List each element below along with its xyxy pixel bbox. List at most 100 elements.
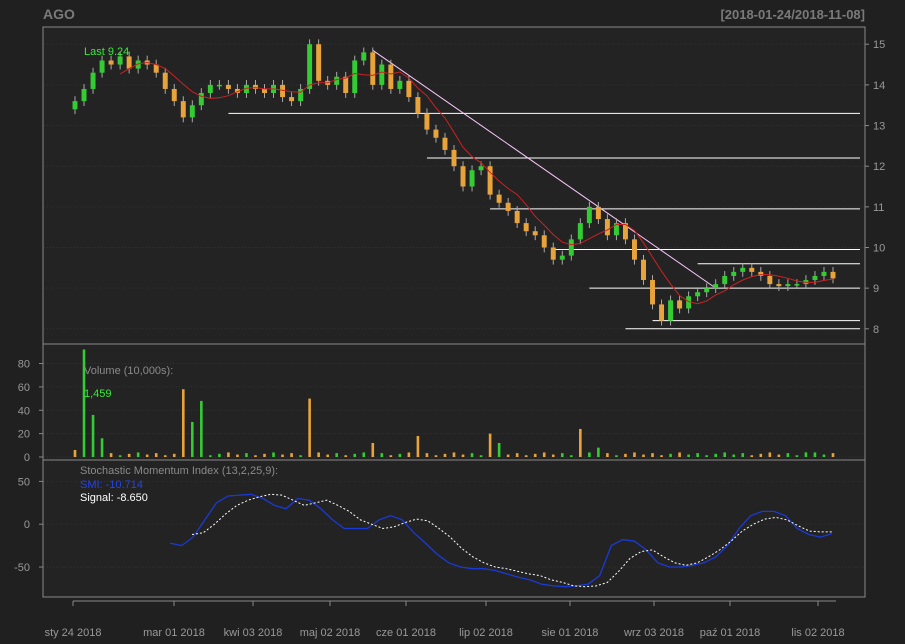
- support-resistance-lines: [228, 112, 860, 330]
- volume-y-tick-label: 20: [18, 429, 30, 441]
- candle: [451, 149, 457, 167]
- candle: [559, 255, 565, 260]
- candle: [713, 284, 719, 289]
- signal-value: Signal: -8.650: [80, 492, 148, 504]
- volume-bar: [200, 400, 203, 457]
- candle: [135, 60, 141, 69]
- volume-bar: [109, 453, 113, 457]
- volume-last-value: 1,459: [84, 388, 112, 400]
- x-tick-label: cze 01 2018: [376, 627, 436, 639]
- smi-y-axis: -50 0 50: [14, 476, 43, 574]
- volume-bar: [606, 453, 609, 457]
- x-tick-label: sie 01 2018: [542, 627, 599, 639]
- volume-bar: [506, 454, 510, 457]
- volume-bar: [551, 454, 555, 457]
- candle: [776, 284, 782, 287]
- candle: [740, 267, 746, 272]
- price-y-tick-label: 13: [873, 121, 885, 133]
- volume-bar: [678, 452, 681, 457]
- candle: [334, 76, 340, 85]
- volume-bar: [91, 414, 95, 457]
- candlesticks: [72, 39, 836, 326]
- volume-bars: [73, 349, 835, 457]
- price-y-tick-label: 11: [873, 202, 884, 214]
- candle: [523, 223, 529, 232]
- volume-bar: [497, 442, 501, 457]
- volume-bar: [362, 452, 366, 457]
- volume-bar: [723, 452, 727, 457]
- candle: [216, 84, 222, 87]
- candle: [126, 56, 132, 69]
- volume-bar: [831, 453, 835, 457]
- volume-bar: [145, 454, 149, 457]
- candle: [650, 280, 656, 305]
- candle: [99, 60, 105, 73]
- candle: [631, 239, 637, 260]
- candle: [415, 97, 421, 114]
- sma-line: [119, 61, 834, 305]
- candle: [180, 101, 186, 118]
- volume-bar: [73, 449, 77, 457]
- candle: [424, 113, 430, 130]
- volume-bar: [389, 455, 393, 457]
- volume-y-tick-label: 0: [24, 452, 30, 464]
- candle: [469, 170, 475, 187]
- candle: [550, 247, 556, 260]
- smi-label: Stochastic Momentum Index (13,2,25,9):: [80, 465, 278, 477]
- volume-y-tick-label: 40: [18, 405, 30, 417]
- candle: [568, 239, 574, 256]
- volume-bar: [633, 452, 636, 457]
- candle: [189, 105, 195, 118]
- candle: [731, 271, 737, 276]
- candle: [262, 88, 267, 94]
- volume-bar: [642, 454, 645, 457]
- candle: [198, 93, 204, 106]
- smi-y-tick-label: 50: [18, 476, 30, 488]
- candle: [505, 202, 511, 211]
- candle: [207, 84, 213, 94]
- candle: [162, 72, 168, 89]
- volume-bar: [588, 452, 591, 457]
- volume-bar: [651, 453, 654, 457]
- candle: [586, 206, 592, 224]
- candle: [361, 52, 367, 61]
- volume-bar: [479, 455, 483, 457]
- volume-bar: [705, 455, 708, 457]
- price-y-tick-label: 15: [873, 39, 885, 51]
- volume-bar: [281, 454, 284, 457]
- volume-bar: [813, 452, 817, 457]
- candle: [442, 137, 448, 150]
- volume-bar: [154, 453, 158, 457]
- volume-bar: [533, 453, 537, 457]
- candle: [81, 88, 87, 102]
- smi-value: SMI: -10.714: [80, 479, 143, 491]
- x-tick-label: lis 02 2018: [791, 627, 844, 639]
- volume-bar: [181, 389, 185, 457]
- candle: [153, 64, 159, 73]
- volume-bar: [272, 452, 275, 457]
- candle: [659, 304, 665, 321]
- volume-bar: [127, 453, 131, 457]
- candle: [514, 210, 520, 224]
- volume-bar: [218, 453, 221, 457]
- candle: [794, 284, 800, 286]
- volume-bar: [732, 454, 736, 457]
- volume-bar: [470, 453, 474, 457]
- volume-bar: [100, 438, 104, 457]
- volume-bar: [209, 455, 212, 457]
- last-price-label: Last 9.24: [84, 46, 129, 58]
- price-y-tick-label: 10: [873, 242, 885, 254]
- volume-bar: [163, 455, 167, 457]
- x-tick-label: kwi 03 2018: [224, 627, 283, 639]
- volume-y-tick-label: 80: [18, 359, 30, 371]
- candle: [225, 84, 231, 89]
- volume-bar: [542, 452, 546, 457]
- candle: [243, 84, 249, 94]
- volume-bar: [398, 453, 402, 457]
- x-tick-label: lip 02 2018: [459, 627, 513, 639]
- volume-bar: [488, 433, 492, 457]
- candle: [541, 235, 547, 248]
- volume-bar: [443, 453, 447, 457]
- candle: [613, 223, 619, 236]
- volume-panel: [42, 343, 866, 461]
